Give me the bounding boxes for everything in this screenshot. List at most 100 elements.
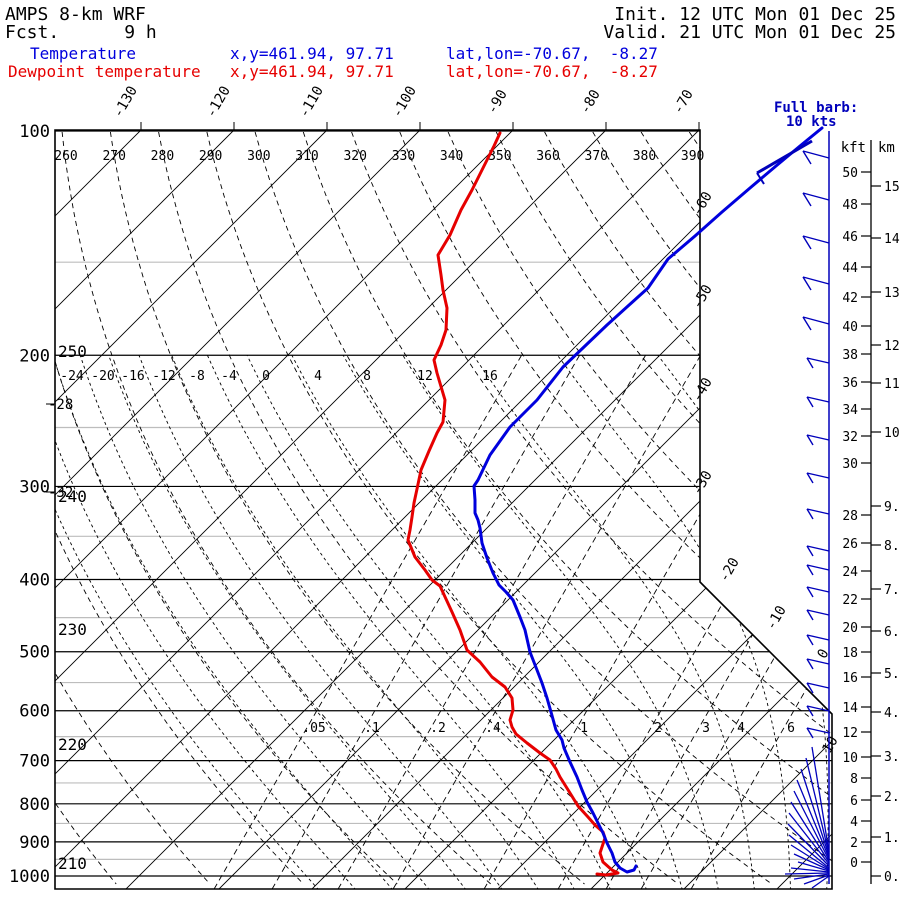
svg-text:7.: 7. bbox=[884, 583, 900, 598]
svg-text:-60: -60 bbox=[689, 189, 716, 219]
svg-text:50: 50 bbox=[842, 166, 858, 181]
kft-scale-title: kft bbox=[841, 140, 866, 156]
svg-text:6: 6 bbox=[787, 721, 795, 736]
svg-text:200: 200 bbox=[19, 346, 50, 366]
init-time: Init. 12 UTC Mon 01 Dec 25 bbox=[614, 4, 896, 25]
svg-text:-90: -90 bbox=[484, 87, 511, 117]
svg-text:-130: -130 bbox=[110, 83, 141, 120]
svg-text:14.: 14. bbox=[884, 232, 900, 247]
model-title: AMPS 8-km WRF bbox=[5, 4, 146, 25]
plot-area bbox=[55, 130, 832, 889]
svg-text:10: 10 bbox=[819, 734, 841, 757]
svg-text:-100: -100 bbox=[389, 83, 420, 120]
svg-text:14: 14 bbox=[842, 701, 858, 716]
legend-dewpoint-xy: x,y=461.94, 97.71 bbox=[230, 62, 394, 81]
svg-text:2.: 2. bbox=[884, 790, 900, 805]
svg-text:8: 8 bbox=[363, 369, 371, 384]
svg-text:.4: .4 bbox=[485, 721, 501, 736]
svg-text:-24: -24 bbox=[60, 369, 84, 384]
svg-text:-10: -10 bbox=[763, 603, 790, 633]
valid-time: Valid. 21 UTC Mon 01 Dec 25 bbox=[603, 22, 896, 43]
mixing-ratio-labels: .05 .1 .2 .4 1 2 3 4 6 bbox=[302, 721, 795, 736]
svg-text:4.: 4. bbox=[884, 706, 900, 721]
dewpoint-curve bbox=[406, 131, 620, 877]
svg-text:.2: .2 bbox=[430, 721, 446, 736]
svg-text:300: 300 bbox=[247, 149, 270, 164]
sample-barb bbox=[756, 139, 813, 175]
wind-barb-column bbox=[756, 131, 830, 889]
svg-text:6: 6 bbox=[850, 794, 858, 809]
svg-text:4: 4 bbox=[850, 815, 858, 830]
svg-text:28: 28 bbox=[842, 509, 858, 524]
legend-temperature-latlon: lat,lon=-70.67, -8.27 bbox=[446, 44, 658, 63]
svg-text:270: 270 bbox=[102, 149, 125, 164]
forecast-hour: Fcst. 9 h bbox=[5, 22, 157, 43]
svg-text:10.: 10. bbox=[884, 426, 900, 441]
svg-text:900: 900 bbox=[19, 833, 50, 853]
temperature-curve bbox=[472, 126, 824, 874]
pressure-gridlines-minor bbox=[55, 261, 832, 861]
svg-text:32: 32 bbox=[842, 430, 858, 445]
moist-adiabat-labels: -24 -20 -16 -12 -8 -4 0 4 8 12 16 -28 -32 bbox=[46, 369, 498, 501]
svg-text:.1: .1 bbox=[364, 721, 380, 736]
svg-text:18: 18 bbox=[842, 646, 858, 661]
svg-text:310: 310 bbox=[295, 149, 318, 164]
height-scale: kft km50484644424038363432302826242220181… bbox=[841, 140, 900, 885]
svg-text:-40: -40 bbox=[689, 375, 716, 405]
svg-text:4: 4 bbox=[314, 369, 322, 384]
svg-text:-50: -50 bbox=[689, 282, 716, 312]
svg-text:30: 30 bbox=[842, 457, 858, 472]
svg-text:2: 2 bbox=[850, 836, 858, 851]
legend-dewpoint-label: Dewpoint temperature bbox=[8, 62, 201, 81]
svg-text:1000: 1000 bbox=[9, 867, 50, 887]
svg-text:8.: 8. bbox=[884, 539, 900, 554]
svg-text:250: 250 bbox=[58, 342, 87, 361]
svg-text:16: 16 bbox=[482, 369, 498, 384]
dry-adiabat-labels: 260 270 280 290 300 310 320 330 340 350 360 370 380 3… bbox=[54, 149, 704, 873]
svg-text:-30: -30 bbox=[689, 468, 716, 498]
svg-text:400: 400 bbox=[19, 571, 50, 591]
svg-text:-120: -120 bbox=[203, 83, 234, 120]
mixing-ratio-lines bbox=[213, 355, 832, 889]
svg-text:-70: -70 bbox=[670, 87, 697, 117]
barb-legend-line1: Full barb: bbox=[774, 100, 859, 116]
svg-text:290: 290 bbox=[199, 149, 222, 164]
plot-frame bbox=[54, 129, 833, 890]
svg-text:26: 26 bbox=[842, 537, 858, 552]
svg-text:0: 0 bbox=[850, 856, 858, 871]
svg-text:340: 340 bbox=[440, 149, 463, 164]
svg-text:-8: -8 bbox=[189, 369, 205, 384]
svg-text:360: 360 bbox=[536, 149, 559, 164]
svg-text:260: 260 bbox=[54, 149, 77, 164]
svg-text:4: 4 bbox=[737, 721, 745, 736]
legend-temperature-label: Temperature bbox=[30, 44, 136, 63]
svg-text:370: 370 bbox=[585, 149, 608, 164]
svg-text:-4: -4 bbox=[221, 369, 237, 384]
svg-text:230: 230 bbox=[58, 620, 87, 639]
svg-text:44: 44 bbox=[842, 261, 858, 276]
svg-text:.05: .05 bbox=[302, 721, 325, 736]
svg-text:38: 38 bbox=[842, 348, 858, 363]
svg-text:9.: 9. bbox=[884, 500, 900, 515]
svg-text:12: 12 bbox=[417, 369, 433, 384]
svg-text:-12: -12 bbox=[152, 369, 175, 384]
svg-text:12.: 12. bbox=[884, 339, 900, 354]
svg-text:8: 8 bbox=[850, 772, 858, 787]
svg-text:0: 0 bbox=[814, 646, 832, 661]
svg-text:-20: -20 bbox=[716, 555, 743, 585]
svg-text:300: 300 bbox=[19, 477, 50, 497]
svg-text:34: 34 bbox=[842, 403, 858, 418]
svg-text:320: 320 bbox=[343, 149, 366, 164]
svg-text:600: 600 bbox=[19, 702, 50, 722]
svg-text:22: 22 bbox=[842, 593, 858, 608]
svg-text:-16: -16 bbox=[121, 369, 144, 384]
svg-text:40: 40 bbox=[842, 320, 858, 335]
svg-text:-32: -32 bbox=[48, 485, 73, 501]
svg-text:3.: 3. bbox=[884, 750, 900, 765]
moist-adiabat-lines bbox=[55, 355, 832, 889]
svg-text:16: 16 bbox=[842, 671, 858, 686]
svg-text:390: 390 bbox=[681, 149, 704, 164]
svg-text:11.: 11. bbox=[884, 377, 900, 392]
svg-text:100: 100 bbox=[19, 122, 50, 142]
svg-text:20: 20 bbox=[842, 621, 858, 636]
